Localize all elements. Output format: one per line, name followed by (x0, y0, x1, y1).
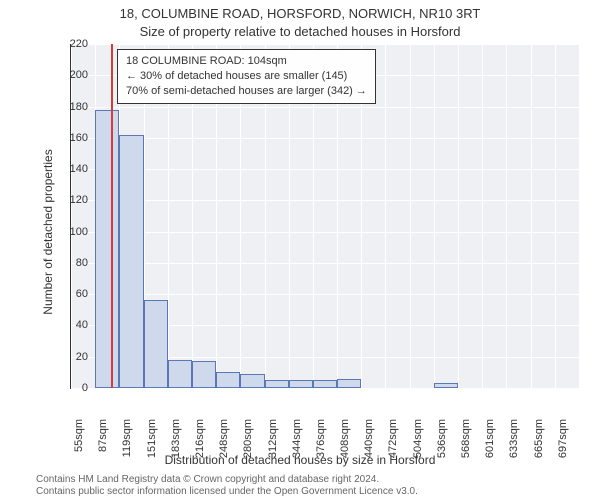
x-tick-label: 87sqm (97, 419, 109, 469)
y-tick-label: 60 (58, 288, 88, 300)
annotation-box: 18 COLUMBINE ROAD: 104sqm ← 30% of detac… (117, 49, 376, 104)
y-tick-label: 0 (58, 382, 88, 394)
gridline-vertical (531, 44, 532, 388)
x-tick-label: 55sqm (73, 419, 85, 469)
gridline-vertical (410, 44, 411, 388)
x-tick-label: 633sqm (508, 419, 520, 469)
x-tick-label: 440sqm (363, 419, 375, 469)
y-tick-label: 220 (58, 38, 88, 50)
histogram-bar (337, 379, 361, 388)
gridline-horizontal (71, 232, 579, 233)
gridline-horizontal (71, 44, 579, 45)
x-tick-label: 216sqm (194, 419, 206, 469)
x-tick-label: 536sqm (436, 419, 448, 469)
gridline-horizontal (71, 200, 579, 201)
x-tick-label: 151sqm (146, 419, 158, 469)
x-tick-label: 312sqm (267, 419, 279, 469)
footer-line-2: Contains public sector information licen… (36, 486, 418, 497)
gridline-horizontal (71, 263, 579, 264)
gridline-horizontal (71, 388, 579, 389)
y-tick-label: 120 (58, 194, 88, 206)
chart-title: 18, COLUMBINE ROAD, HORSFORD, NORWICH, N… (0, 6, 600, 21)
histogram-bar (95, 110, 119, 388)
histogram-bar (265, 380, 289, 388)
footer-line-1: Contains HM Land Registry data © Crown c… (36, 474, 379, 485)
x-tick-label: 376sqm (315, 419, 327, 469)
chart-subtitle: Size of property relative to detached ho… (0, 24, 600, 39)
y-tick-label: 180 (58, 101, 88, 113)
x-tick-label: 119sqm (121, 419, 133, 469)
x-tick-label: 472sqm (387, 419, 399, 469)
y-tick-label: 100 (58, 226, 88, 238)
x-tick-label: 601sqm (484, 419, 496, 469)
gridline-vertical (555, 44, 556, 388)
y-tick-label: 200 (58, 69, 88, 81)
gridline-horizontal (71, 107, 579, 108)
x-tick-label: 408sqm (339, 419, 351, 469)
gridline-vertical (71, 44, 72, 388)
histogram-bar (144, 300, 168, 388)
annotation-line-3: 70% of semi-detached houses are larger (… (126, 84, 367, 99)
x-tick-label: 183sqm (170, 419, 182, 469)
y-tick-label: 20 (58, 351, 88, 363)
histogram-bar (289, 380, 313, 388)
histogram-bar (240, 374, 264, 388)
y-axis-label: Number of detached properties (41, 102, 55, 362)
x-tick-label: 344sqm (291, 419, 303, 469)
x-tick-label: 504sqm (412, 419, 424, 469)
gridline-horizontal (71, 169, 579, 170)
histogram-bar (192, 361, 216, 388)
x-tick-label: 697sqm (557, 419, 569, 469)
plot-area: 18 COLUMBINE ROAD: 104sqm ← 30% of detac… (70, 44, 579, 389)
x-tick-label: 568sqm (460, 419, 472, 469)
annotation-line-2: ← 30% of detached houses are smaller (14… (126, 69, 367, 84)
y-tick-label: 160 (58, 132, 88, 144)
gridline-vertical (506, 44, 507, 388)
histogram-bar (434, 383, 458, 388)
annotation-line-1: 18 COLUMBINE ROAD: 104sqm (126, 54, 367, 69)
gridline-vertical (434, 44, 435, 388)
gridline-vertical (385, 44, 386, 388)
y-tick-label: 80 (58, 257, 88, 269)
gridline-vertical (482, 44, 483, 388)
histogram-bar (313, 380, 337, 388)
histogram-bar (119, 135, 143, 388)
y-tick-label: 140 (58, 163, 88, 175)
y-tick-label: 40 (58, 319, 88, 331)
histogram-bar (168, 360, 192, 388)
gridline-vertical (458, 44, 459, 388)
gridline-horizontal (71, 294, 579, 295)
histogram-bar (216, 372, 240, 388)
x-tick-label: 280sqm (242, 419, 254, 469)
x-tick-label: 248sqm (218, 419, 230, 469)
x-tick-label: 665sqm (533, 419, 545, 469)
gridline-horizontal (71, 138, 579, 139)
reference-line (111, 44, 113, 388)
